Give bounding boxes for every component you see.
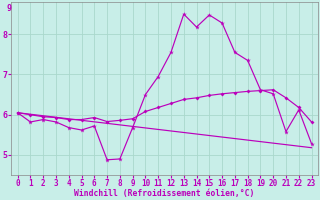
Text: 9: 9	[6, 4, 11, 13]
X-axis label: Windchill (Refroidissement éolien,°C): Windchill (Refroidissement éolien,°C)	[74, 189, 255, 198]
